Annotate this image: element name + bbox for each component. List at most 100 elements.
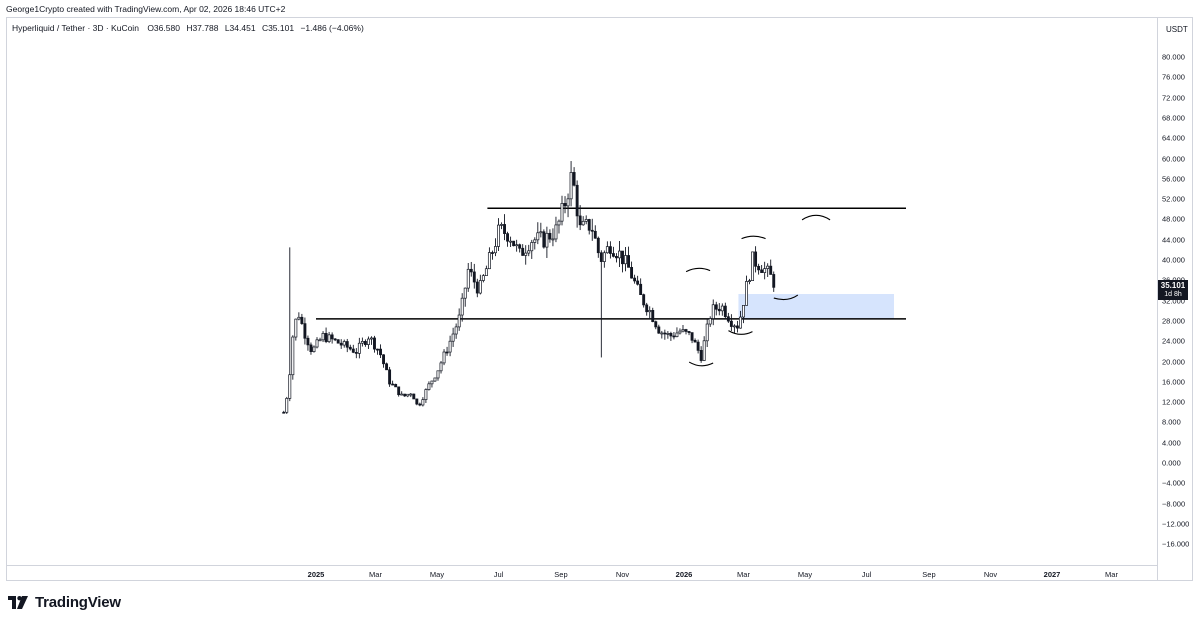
candle-body [699, 350, 703, 361]
candle-body [418, 403, 422, 406]
candle-body [397, 386, 401, 396]
price-tick-label: 60.000 [1162, 154, 1185, 163]
candle-body [630, 267, 634, 279]
time-tick-label: Sep [554, 570, 568, 579]
candle-body [569, 172, 573, 200]
candle-body [345, 341, 349, 348]
candle-body [642, 294, 646, 306]
support-zone [738, 294, 894, 319]
candle-body [560, 203, 564, 222]
arc-annotation [685, 267, 711, 273]
candle-body [436, 370, 440, 379]
price-tick-label: 52.000 [1162, 194, 1185, 204]
candle-body [557, 220, 561, 226]
candle-body [760, 269, 764, 273]
candle-body [457, 314, 461, 328]
candle-body [702, 340, 706, 361]
last-price-label: 35.101 [1160, 281, 1186, 290]
candle-body [766, 265, 770, 269]
candle-body [563, 203, 567, 207]
candle-body [445, 351, 449, 354]
price-tick-label: −16.000 [1162, 539, 1190, 549]
time-tick-label: 2027 [1043, 570, 1061, 579]
candle-body [333, 338, 337, 341]
candle-body [742, 305, 745, 318]
candle-body [463, 287, 467, 299]
price-tick-label: 28.000 [1162, 316, 1185, 326]
price-tick-label: −4.000 [1162, 478, 1186, 488]
candle-body [518, 244, 522, 249]
candle-body [403, 393, 407, 397]
candle-body [448, 340, 452, 353]
candle-body [684, 329, 688, 332]
candle-body [512, 240, 516, 247]
candle-body [500, 224, 503, 226]
candle-body [681, 329, 685, 332]
candle-body [439, 362, 443, 372]
candle-body [757, 265, 761, 271]
candle-body [524, 252, 528, 256]
candle-body [769, 265, 773, 275]
candle-body [366, 338, 370, 345]
candle-body [651, 310, 655, 322]
candle-body [621, 250, 624, 265]
symbol-legend[interactable]: Hyperliquid / Tether · 3D · KuCoin O36.5… [12, 23, 370, 33]
candle-body [729, 320, 733, 327]
price-tick-label: 48.000 [1162, 214, 1185, 224]
candle-body [515, 244, 519, 247]
time-tick-label: Jul [493, 570, 504, 579]
candle-body [306, 337, 310, 346]
candle-body [772, 274, 776, 288]
candle-body [303, 323, 307, 339]
candle-body [409, 393, 413, 396]
time-axis-divider [6, 565, 1157, 566]
candle-body [717, 308, 721, 312]
time-tick-label: 2025 [307, 570, 325, 579]
price-tick-label: 72.000 [1162, 93, 1185, 103]
candle-body [285, 398, 289, 413]
candle-body [351, 348, 355, 353]
candle-body [506, 233, 510, 242]
arc-annotation [801, 214, 831, 221]
candle-body [614, 256, 618, 259]
candle-body [318, 339, 322, 342]
tradingview-logo-icon [8, 596, 28, 609]
candle-body [400, 393, 404, 396]
candle-body [442, 351, 446, 364]
candle-body [478, 280, 482, 294]
tradingview-logo[interactable]: TradingView [8, 594, 121, 611]
candle-body [424, 389, 428, 400]
candle-body [321, 333, 325, 341]
candle-body [726, 316, 730, 322]
candle-body [533, 239, 537, 243]
high-value: H37.788 [186, 23, 219, 33]
candle-body [660, 332, 664, 335]
candle-body [433, 377, 437, 382]
candle-body [342, 341, 346, 346]
candle-body [484, 268, 488, 277]
candle-body [578, 215, 582, 226]
time-tick-label: Nov [983, 570, 998, 579]
chart-frame [6, 17, 1193, 581]
candle-body [711, 304, 715, 319]
candle-body [596, 237, 600, 254]
candle-body [330, 334, 334, 340]
time-tick-label: Mar [369, 570, 382, 579]
candle-body [636, 280, 640, 285]
candle-body [542, 231, 546, 248]
candle-body [373, 337, 376, 350]
candle-body [497, 224, 500, 247]
candle-body [530, 242, 534, 252]
candle-body [385, 363, 389, 371]
candle-body [297, 316, 301, 320]
candle-body [421, 399, 425, 406]
candle-body [509, 240, 513, 243]
candle-body [551, 238, 555, 241]
candle-body [690, 332, 694, 341]
candle-body [294, 318, 298, 338]
candle-body [376, 348, 379, 351]
low-value: L34.451 [224, 23, 256, 33]
candle-body [521, 247, 525, 256]
price-tick-label: 16.000 [1162, 377, 1185, 387]
